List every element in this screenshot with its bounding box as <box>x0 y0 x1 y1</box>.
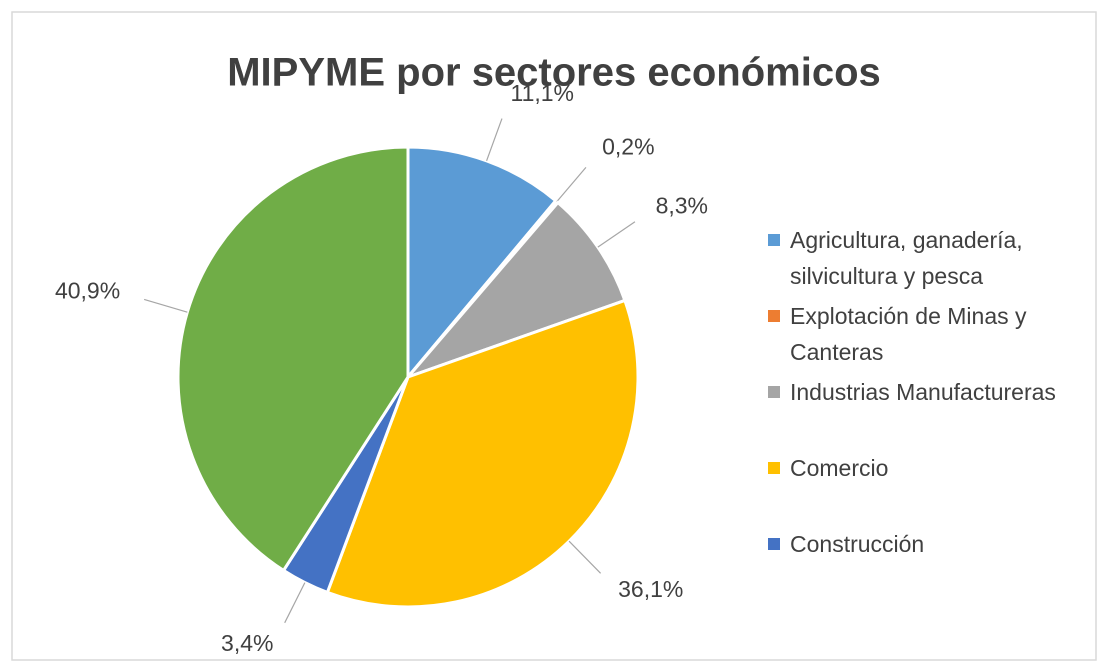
legend-item: Construcción <box>768 526 1088 602</box>
pie-slice <box>325 298 640 609</box>
pie-slice <box>176 145 410 573</box>
leader-line <box>556 166 587 203</box>
chart-title: MIPYME por sectores económicos <box>227 51 881 95</box>
data-label: 8,3% <box>656 193 708 219</box>
legend-swatch <box>768 310 780 322</box>
legend-item: Agricultura, ganadería, silvicultura y p… <box>768 222 1088 298</box>
legend-label: Agricultura, ganadería, silvicultura y p… <box>790 227 1023 289</box>
leader-line <box>486 118 503 162</box>
leader-line <box>568 540 602 574</box>
data-label: 40,9% <box>55 277 120 303</box>
legend-label: Construcción <box>790 531 925 557</box>
leader-line <box>284 582 306 624</box>
data-label: 0,2% <box>602 133 654 159</box>
pie-slice <box>403 200 627 381</box>
legend-label: Comercio <box>790 455 889 481</box>
legend-swatch <box>768 234 780 246</box>
legend-swatch <box>768 386 780 398</box>
data-label: 36,1% <box>618 576 683 602</box>
legend-item: Explotación de Minas y Canteras <box>768 298 1088 374</box>
leader-line <box>143 298 188 313</box>
legend-item: Industrias Manufactureras <box>768 374 1088 450</box>
data-label: 3,4% <box>221 630 273 656</box>
legend: Agricultura, ganadería, silvicultura y p… <box>768 222 1088 602</box>
legend-swatch <box>768 538 780 550</box>
legend-label: Industrias Manufactureras <box>790 379 1056 405</box>
legend-swatch <box>768 462 780 474</box>
data-label: 11,1% <box>511 80 575 106</box>
leader-line <box>597 221 636 248</box>
pie-slice <box>406 145 558 382</box>
legend-item: Comercio <box>768 450 1088 526</box>
legend-label: Explotación de Minas y Canteras <box>790 303 1027 365</box>
